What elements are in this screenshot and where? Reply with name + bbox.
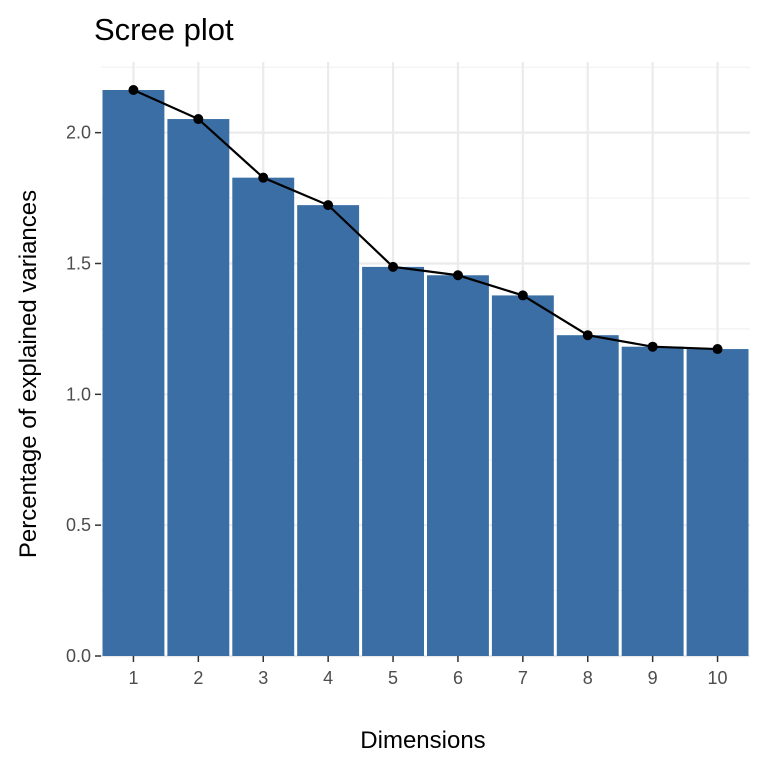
axis-layer: 0.0 0.5 1.0 1.5 2.0 1 2 3 4 5 6 7 8 9 10 — [66, 123, 728, 688]
data-point — [323, 200, 334, 211]
data-point — [517, 290, 528, 301]
data-point — [193, 114, 204, 125]
data-point — [128, 84, 139, 95]
bar — [491, 295, 554, 656]
x-tick-label: 5 — [388, 668, 398, 688]
data-point — [452, 270, 463, 281]
data-point — [647, 341, 658, 352]
data-point — [582, 330, 593, 341]
y-tick-label: 0.5 — [66, 515, 91, 535]
bar — [102, 89, 165, 656]
data-point — [258, 172, 269, 183]
y-axis-title: Percentage of explained variances — [15, 190, 42, 558]
bar — [167, 119, 230, 657]
x-tick-label: 6 — [453, 668, 463, 688]
data-point — [388, 261, 399, 272]
bar — [297, 205, 360, 656]
x-tick-label: 2 — [193, 668, 203, 688]
y-tick-label: 1.5 — [66, 253, 91, 273]
x-tick-label: 8 — [583, 668, 593, 688]
x-tick-label: 3 — [258, 668, 268, 688]
line-layer — [128, 84, 723, 355]
bar — [621, 346, 684, 656]
y-tick-label: 0.0 — [66, 646, 91, 666]
y-tick-label: 1.0 — [66, 384, 91, 404]
bar — [232, 177, 295, 656]
y-tick-label: 2.0 — [66, 123, 91, 143]
x-tick-label: 1 — [128, 668, 138, 688]
series-line — [133, 88, 718, 351]
x-tick-label: 9 — [648, 668, 658, 688]
bar — [556, 335, 619, 656]
x-tick-label: 4 — [323, 668, 333, 688]
bar — [427, 275, 489, 656]
x-tick-label: 7 — [518, 668, 528, 688]
chart-title: Scree plot — [94, 12, 234, 47]
x-axis-title: Dimensions — [360, 727, 485, 754]
bar — [362, 266, 424, 656]
bar — [686, 349, 749, 656]
data-point — [712, 344, 723, 355]
x-tick-label: 10 — [708, 668, 728, 688]
bars-layer — [102, 89, 749, 657]
